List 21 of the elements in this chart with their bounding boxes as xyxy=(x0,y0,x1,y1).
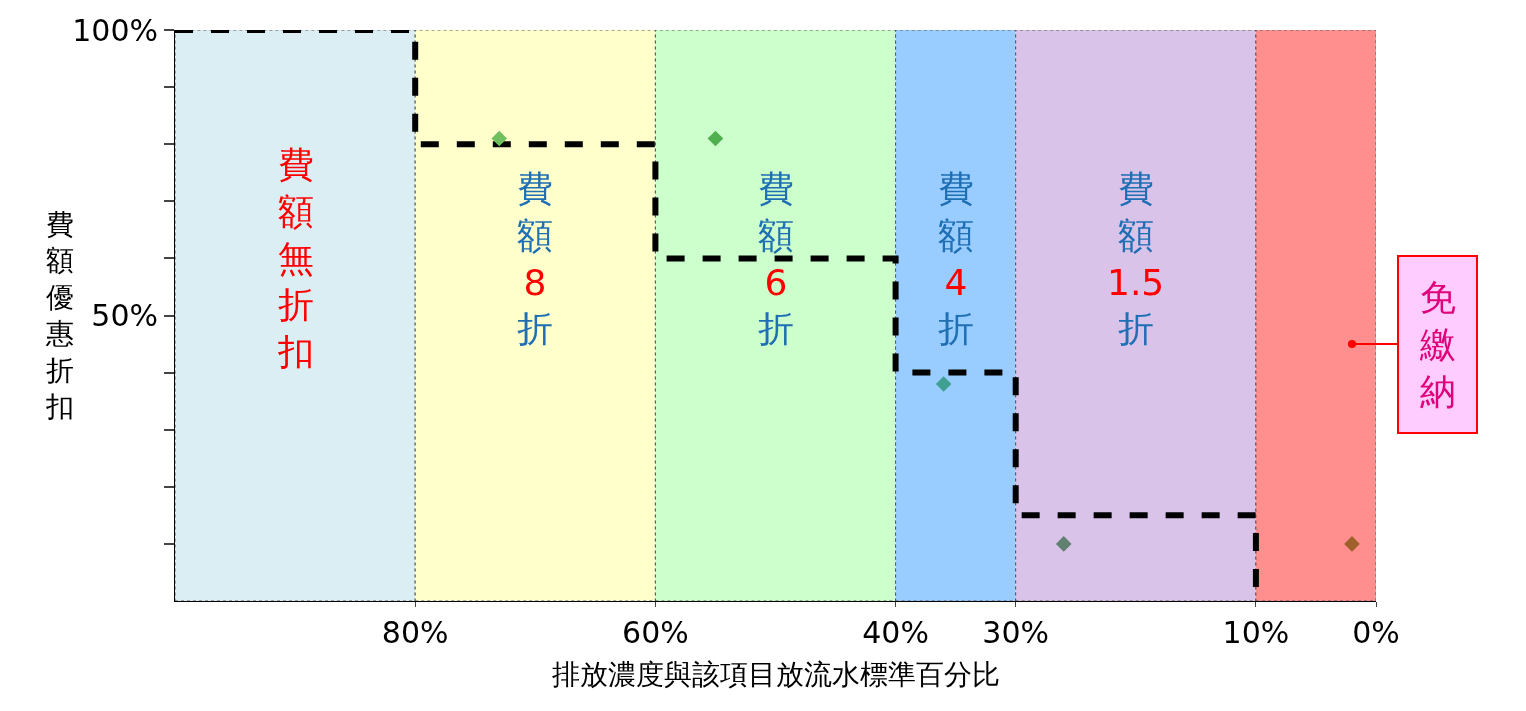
x-tick-label: 60% xyxy=(622,615,689,650)
y-tick-label: 100% xyxy=(72,12,158,48)
y-axis-title: 費額優惠折扣 xyxy=(45,208,74,423)
x-tick-label: 0% xyxy=(1352,615,1400,650)
band-label: 費額4折 xyxy=(938,168,974,350)
point xyxy=(935,376,952,392)
point xyxy=(1055,536,1072,552)
band-label: 費額8折 xyxy=(517,168,553,350)
point xyxy=(1344,536,1360,552)
point xyxy=(491,130,508,147)
point xyxy=(707,130,724,147)
band-label: 費額無折扣 xyxy=(277,144,314,373)
band-label: 費額1.5折 xyxy=(1107,168,1165,350)
y-tick-label: 50% xyxy=(91,298,158,333)
band-label: 費額6折 xyxy=(758,168,794,350)
x-tick-label: 80% xyxy=(381,615,449,650)
x-tick-label: 30% xyxy=(982,615,1050,650)
x-tick-label: 10% xyxy=(1222,615,1290,650)
x-axis-title: 排放濃度與該項目放流水標準百分比 xyxy=(551,658,1000,692)
annotation: 免繳納 xyxy=(1419,277,1456,412)
x-tick-label: 40% xyxy=(862,615,929,650)
